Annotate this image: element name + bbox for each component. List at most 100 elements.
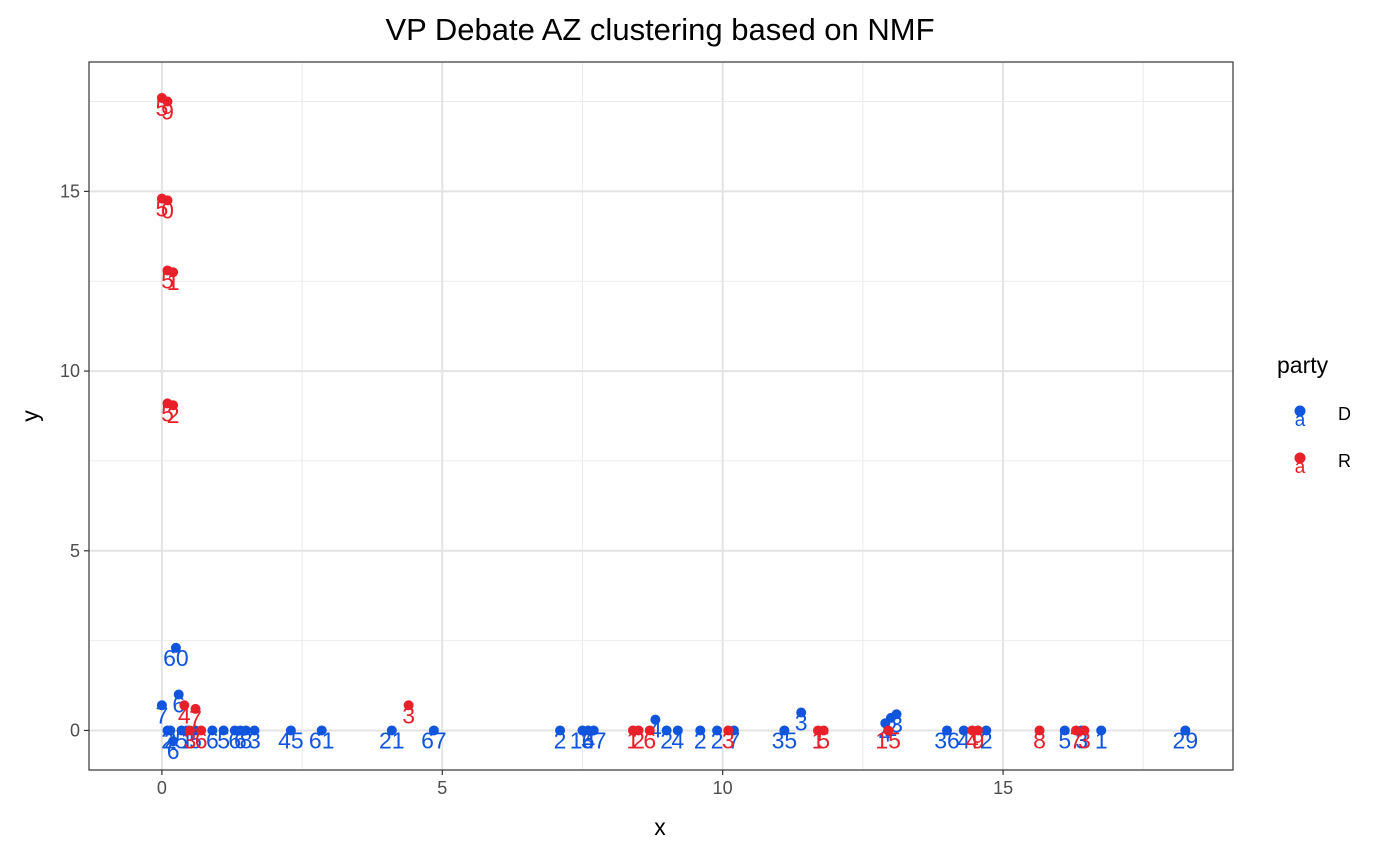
point-label: 9 [161,99,174,125]
series-D: 7226606515656683456121672146374242273534… [156,642,1199,764]
data-point [644,725,655,736]
point-label: 5 [156,95,169,121]
y-tick-label: 15 [60,181,80,201]
data-point [942,725,952,736]
data-point [218,725,229,736]
point-label: 8 [240,727,253,753]
point-label: 15 [875,727,901,753]
point-label: 6 [643,727,656,753]
data-point [184,725,195,736]
point-label: 5 [175,727,188,753]
x-tick-label: 0 [157,778,167,798]
point-label: 6 [172,692,185,718]
data-point [958,725,969,736]
data-point [672,725,683,736]
data-point [779,725,790,736]
point-label: 5 [817,727,830,753]
legend-key-text: a [1295,410,1306,431]
y-tick-label: 10 [60,361,80,381]
data-point [316,725,327,736]
point-label: 35 [772,727,798,753]
data-point [661,725,672,736]
data-point [190,703,201,714]
point-label: 5 [217,727,230,753]
point-label: 67 [421,727,447,753]
data-point [386,725,397,736]
point-label: 36 [934,727,960,753]
data-point [1070,725,1081,736]
point-label: 3 [402,702,415,728]
point-label: 2 [554,727,567,753]
point-label: 4 [671,727,684,753]
legend-title: party [1277,352,1329,378]
data-point [179,700,190,711]
point-label: 0 [161,197,174,223]
data-point [588,725,599,736]
point-label: 37 [581,727,607,753]
data-point [1180,725,1191,736]
point-label: 3 [248,727,261,753]
panel-border [88,61,1234,771]
point-label: 7 [156,702,169,728]
data-point [891,709,902,720]
point-label: 1 [167,269,180,295]
point-label: 6 [582,727,595,753]
legend-label: R [1338,451,1351,471]
point-label: 60 [163,645,189,671]
point-label: 29 [1173,727,1199,753]
legend-label: D [1338,404,1351,424]
data-point [162,195,173,206]
point-label: 6 [234,727,247,753]
panel-background [89,62,1233,770]
point-label: 4 [966,727,979,753]
point-label: 6 [228,727,241,753]
data-point [1059,725,1070,736]
data-point [156,700,167,711]
data-point [207,725,218,736]
data-point [428,725,439,736]
point-label: 45 [278,727,304,753]
point-label: 21 [379,727,405,753]
point-label: 3 [795,709,808,735]
data-point [981,725,992,736]
data-point [168,736,179,747]
point-label: 3 [722,727,735,753]
point-label: 2 [632,727,645,753]
data-point [633,725,644,736]
point-label: 2 [980,727,993,753]
data-point [173,689,184,700]
data-point [883,725,894,736]
data-point [972,725,983,736]
data-point [165,725,176,736]
point-label: 6 [167,738,180,764]
point-label: 2 [164,727,177,753]
point-label: 5 [161,400,174,426]
point-label: 1 [627,727,640,753]
data-point [170,642,181,653]
point-label: 4 [957,727,970,753]
legend: party a Da R [1277,352,1351,478]
y-axis-title: y [17,410,43,422]
chart-title: VP Debate AZ clustering based on NMF [385,12,934,47]
x-tick-label: 15 [993,778,1013,798]
data-point [196,725,207,736]
point-label: 61 [309,727,335,753]
data-point [650,714,661,725]
point-label: 2 [167,402,180,428]
data-point [249,725,260,736]
legend-key-point [1294,452,1306,464]
point-label: 5 [161,267,174,293]
x-axis-title: x [654,814,666,840]
data-point [168,267,179,278]
y-tick-label: 5 [70,541,80,561]
point-label: 5 [1058,727,1071,753]
point-label: 3 [184,727,197,753]
point-label: 2 [694,727,707,753]
point-label: 5 [156,196,169,222]
point-label: 3 [1078,727,1091,753]
data-point [1034,725,1045,736]
x-tick-label: 5 [437,778,447,798]
data-point [723,725,734,736]
point-label: 2 [660,727,673,753]
